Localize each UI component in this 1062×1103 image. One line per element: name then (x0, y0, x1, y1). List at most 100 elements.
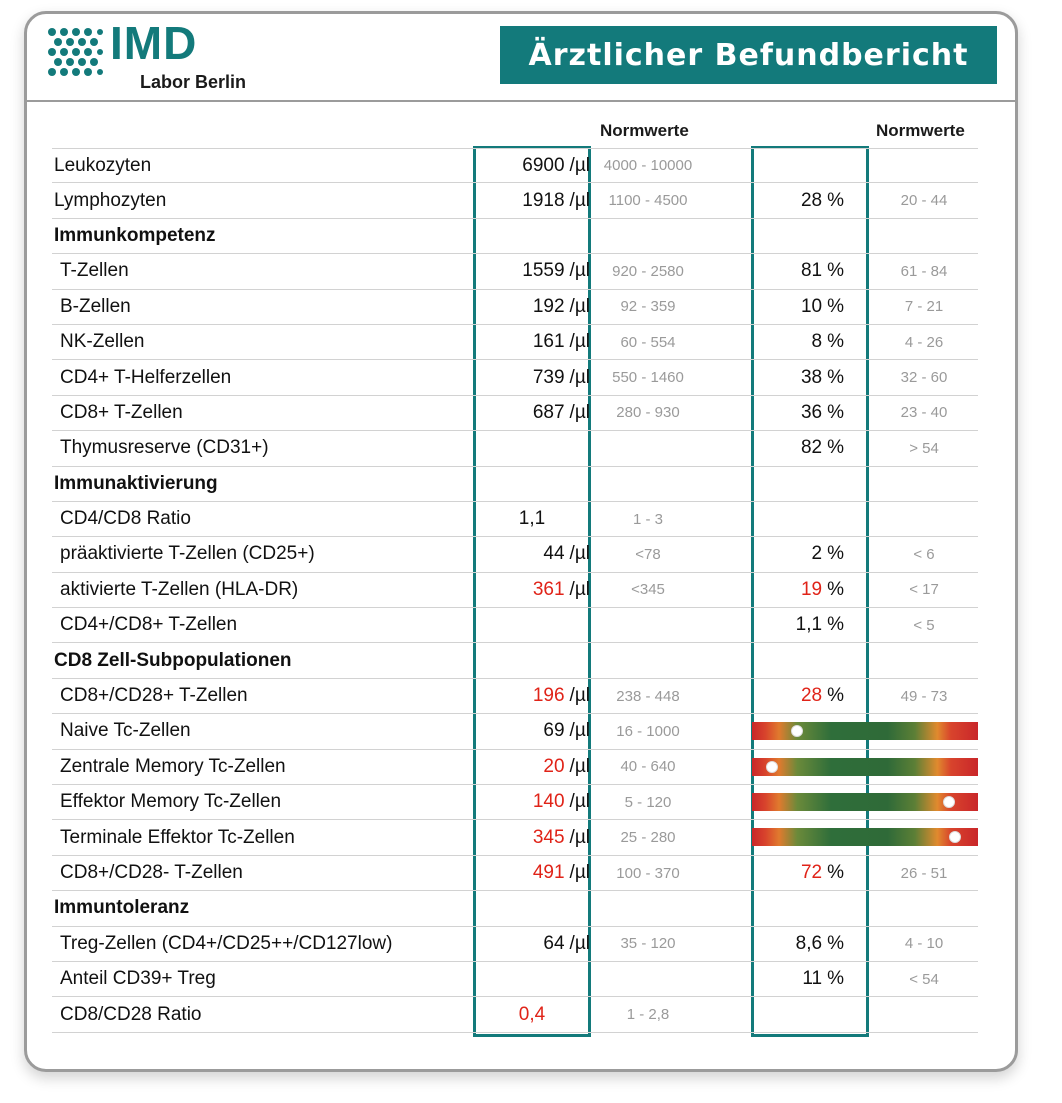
percent-value: 28% (752, 183, 868, 217)
percent-number: 81 (800, 260, 823, 282)
table-row: Treg-Zellen (CD4+/CD25++/CD127low) 64/µl 3… (52, 927, 978, 962)
row-label: CD8/CD28 Ratio (60, 1003, 202, 1025)
row-label: Immunaktivierung (54, 472, 218, 494)
absolute-value: 1,1 (474, 502, 590, 536)
percent-number: 36 (800, 401, 823, 423)
percent-unit: % (827, 932, 844, 954)
range-indicator-bar (752, 722, 978, 741)
percent-reference-range: < 5 (913, 616, 935, 634)
percent-value: 36% (752, 396, 868, 430)
percent-reference-range: 4 - 10 (904, 935, 944, 953)
row-label: NK-Zellen (60, 331, 145, 353)
table-row: Effektor Memory Tc-Zellen 140/µl 5 - 120 (52, 785, 978, 821)
value-unit: /µl (569, 720, 590, 742)
results-table: Leukozyten 6900/µl 4000 - 10000 Lymphozyten… (52, 148, 978, 1033)
range-indicator-bar (752, 828, 978, 847)
percent-unit: % (827, 614, 844, 636)
percent-number: 28 (800, 685, 823, 707)
percent-value: 81% (752, 254, 868, 288)
reference-range: 920 - 2580 (612, 262, 684, 280)
logo-subtitle: Labor Berlin (140, 72, 247, 92)
reference-range: 40 - 640 (620, 758, 676, 776)
percent-unit: % (827, 366, 844, 388)
absolute-value: 6900/µl (474, 149, 590, 182)
logo-dots-icon (48, 28, 103, 76)
percent-reference-range: 20 - 44 (900, 192, 948, 210)
value-unit: /µl (569, 932, 590, 954)
percent-reference-range: 23 - 40 (900, 404, 948, 422)
row-label: Zentrale Memory Tc-Zellen (60, 755, 286, 777)
reference-range: 5 - 120 (624, 793, 672, 811)
percent-number: 28 (800, 189, 823, 211)
percent-reference-range: 4 - 26 (904, 333, 944, 351)
row-label: CD4+ T-Helferzellen (60, 366, 232, 388)
value-column-frame (473, 146, 591, 1037)
percent-number: 1,1 (795, 614, 823, 636)
reference-range: 25 - 280 (620, 829, 676, 847)
percent-reference-range: 32 - 60 (900, 369, 948, 387)
reference-range: 1 - 3 (632, 510, 663, 528)
percent-reference-range: 49 - 73 (900, 687, 948, 705)
value-number: 491 (532, 862, 565, 883)
percent-value: 2% (752, 537, 868, 571)
percent-reference-range: < 17 (909, 581, 939, 599)
percent-number: 38 (800, 366, 823, 388)
absolute-value: 44/µl (474, 537, 590, 571)
value-number: 69 (543, 720, 565, 742)
reference-range: 35 - 120 (620, 935, 676, 953)
table-row: Lymphozyten 1918/µl 1100 - 4500 28% 20 - 44 (52, 183, 978, 219)
value-number: 687 (532, 401, 565, 423)
value-unit: /µl (569, 543, 590, 565)
value-number: 64 (543, 932, 565, 954)
absolute-value: 739/µl (474, 360, 590, 394)
norm-header-percent: Normwerte (876, 121, 965, 140)
percent-unit: % (827, 578, 844, 600)
absolute-value: 64/µl (474, 927, 590, 961)
percent-column-frame (751, 146, 869, 1037)
value-number: 1559 (522, 260, 565, 282)
row-label: CD4+/CD8+ T-Zellen (60, 614, 238, 636)
absolute-value: 20/µl (474, 750, 590, 784)
table-row: präaktivierte T-Zellen (CD25+) 44/µl <78 2%… (52, 537, 978, 573)
reference-range: 280 - 930 (616, 404, 680, 422)
reference-range: 1100 - 4500 (608, 192, 688, 210)
value-unit: /µl (569, 331, 590, 353)
value-number: 140 (532, 791, 565, 813)
reference-range: 60 - 554 (620, 333, 676, 351)
table-row: Terminale Effektor Tc-Zellen 345/µl 25 - 2… (52, 820, 978, 856)
percent-value: 19% (752, 573, 868, 607)
range-indicator-marker (791, 725, 804, 738)
range-indicator-marker (949, 831, 962, 844)
percent-reference-range: 7 - 21 (904, 298, 944, 316)
table-row: Leukozyten 6900/µl 4000 - 10000 (52, 148, 978, 184)
value-unit: /µl (569, 826, 590, 848)
row-label: Lymphozyten (54, 189, 167, 211)
value-number: 1,1 (518, 508, 546, 530)
absolute-value: 0,4 (474, 997, 590, 1031)
value-number: 361 (532, 578, 565, 600)
absolute-value: 192/µl (474, 290, 590, 324)
table-row: CD4/CD8 Ratio 1,1 1 - 3 (52, 502, 978, 538)
row-label: Anteil CD39+ Treg (60, 968, 216, 990)
value-number: 345 (532, 826, 565, 848)
percent-number: 8 (811, 331, 823, 353)
header-divider (24, 100, 1018, 102)
value-unit: /µl (569, 862, 590, 883)
absolute-value: 361/µl (474, 573, 590, 607)
table-row: Naive Tc-Zellen 69/µl 16 - 1000 (52, 714, 978, 750)
percent-reference-range: < 6 (913, 545, 935, 563)
absolute-value: 1559/µl (474, 254, 590, 288)
table-row: CD8/CD28 Ratio 0,4 1 - 2,8 (52, 997, 978, 1033)
table-row: Zentrale Memory Tc-Zellen 20/µl 40 - 640 (52, 750, 978, 786)
range-indicator-marker (766, 760, 779, 773)
range-indicator-marker (942, 796, 955, 809)
table-row: CD8+ T-Zellen 687/µl 280 - 930 36% 23 - 40 (52, 396, 978, 432)
value-unit: /µl (569, 295, 590, 317)
percent-reference-range: < 54 (909, 970, 939, 988)
value-unit: /µl (569, 578, 590, 600)
absolute-value: 687/µl (474, 396, 590, 430)
norm-header-absolute: Normwerte (600, 121, 689, 140)
row-label: CD8+ T-Zellen (60, 401, 183, 423)
row-label: Terminale Effektor Tc-Zellen (60, 826, 295, 848)
percent-value: 10% (752, 290, 868, 324)
